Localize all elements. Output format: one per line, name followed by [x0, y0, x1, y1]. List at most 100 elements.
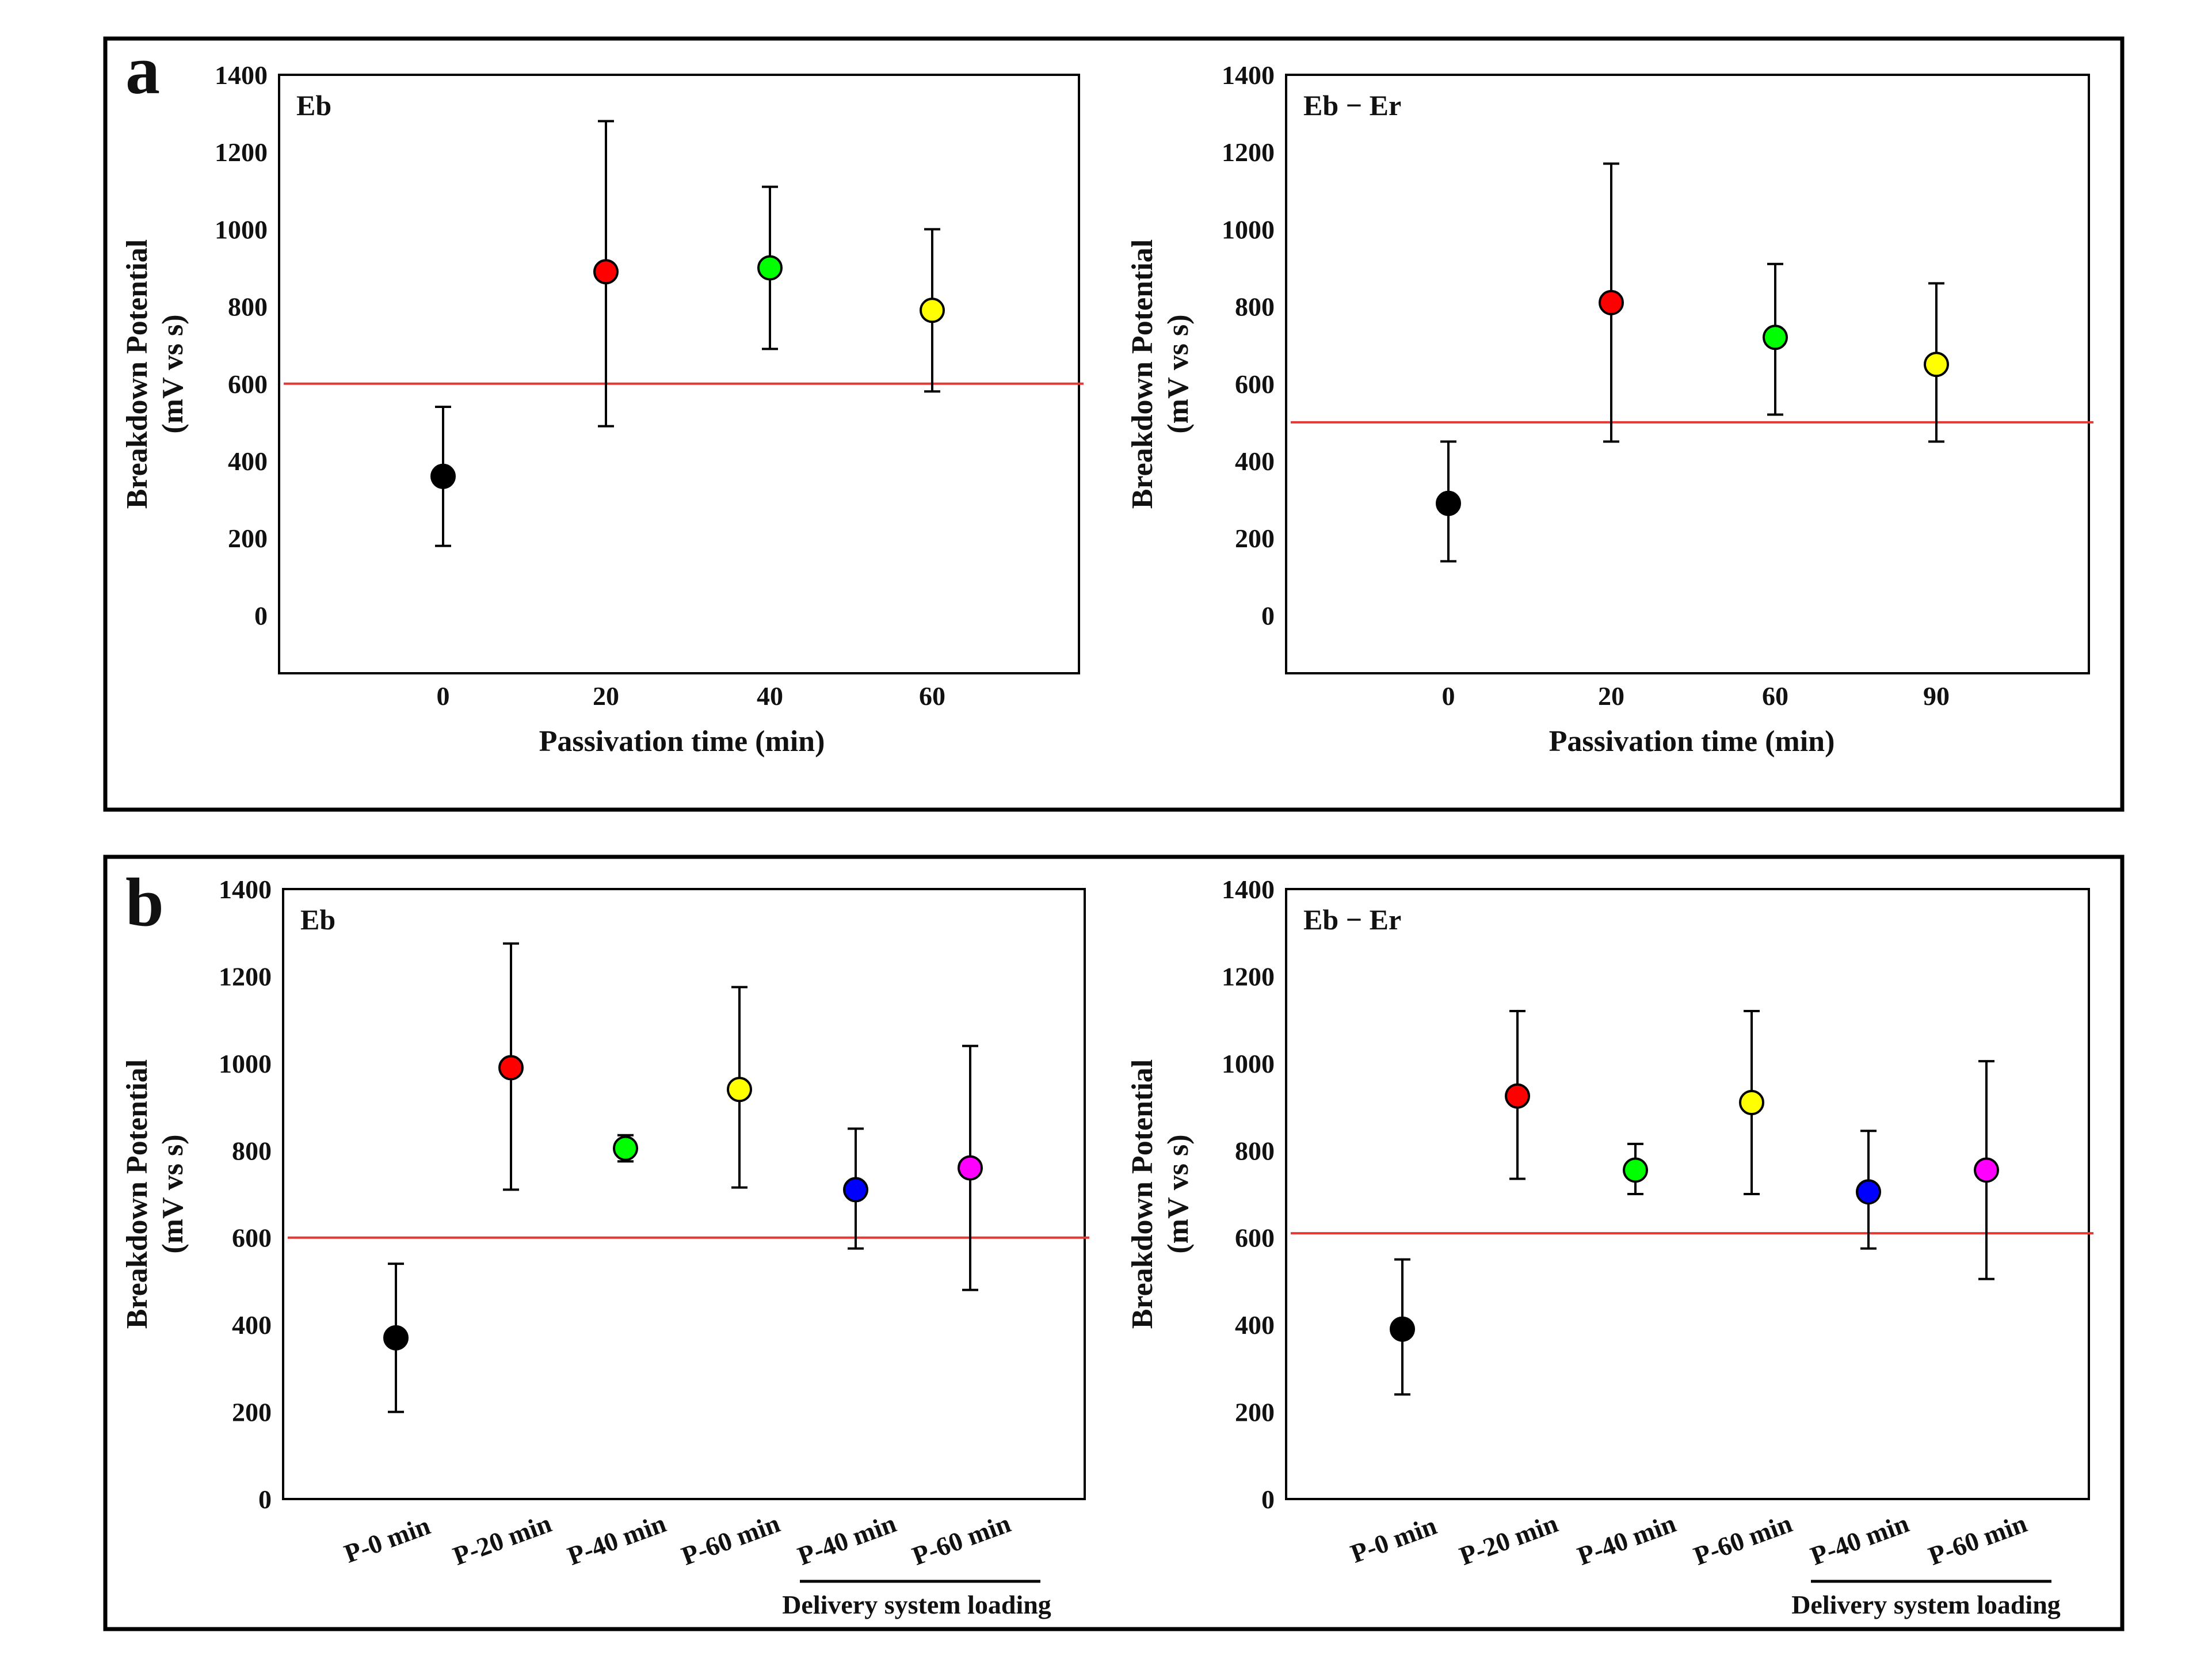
y-tick-label: 400: [232, 1310, 272, 1340]
y-tick-label: 800: [228, 292, 268, 322]
data-point: [593, 259, 619, 285]
y-axis-title: Breakdown Potential: [121, 239, 154, 509]
data-point: [1763, 325, 1788, 350]
x-tick-label: 20: [593, 681, 619, 711]
x-tick-label: P-60 min: [678, 1508, 784, 1571]
y-tick-label: 600: [1235, 1223, 1275, 1253]
x-tick-label: 0: [437, 681, 450, 711]
plot-area: [278, 74, 1080, 674]
y-tick-label: 200: [1235, 1398, 1275, 1427]
y-tick-label: 1000: [1222, 215, 1275, 244]
data-point: [1436, 490, 1461, 516]
x-tick-label: P-40 min: [564, 1508, 670, 1571]
y-tick-label: 1200: [1222, 962, 1275, 991]
y-tick-label: 200: [1235, 524, 1275, 553]
y-tick-label: 600: [1235, 369, 1275, 399]
x-tick-label: P-20 min: [449, 1508, 555, 1571]
x-tick-label: 60: [919, 681, 945, 711]
x-tick-label: P-40 min: [794, 1508, 900, 1571]
y-tick-label: 1400: [219, 875, 272, 904]
y-tick-label: 800: [1235, 1136, 1275, 1165]
data-point: [920, 298, 945, 323]
data-point: [430, 463, 456, 489]
x-axis-title: Passivation time (min): [539, 725, 825, 758]
y-axis-unit: (mV vs s): [157, 314, 189, 433]
y-tick-label: 800: [232, 1136, 272, 1165]
chart-b-eb-er: 0 200 400 600 800 1000 1200 1400 Breakdown Poten…: [1126, 875, 2093, 1619]
chart-b-eb: 0 200 400 600 800 1000 1200 1400 Breakdown Poten…: [121, 875, 1089, 1619]
y-tick-label: 0: [1261, 1485, 1275, 1514]
x-tick-label: P-60 min: [909, 1508, 1015, 1571]
x-tick-label: P-0 min: [1347, 1511, 1440, 1569]
x-tick-label: 0: [1442, 681, 1455, 711]
data-point: [613, 1135, 638, 1161]
y-tick-label: 600: [228, 369, 268, 399]
series-corner-label: Eb − Er: [1303, 89, 1401, 121]
x-axis-title: Passivation time (min): [1549, 725, 1835, 758]
x-tick-label: 90: [1923, 681, 1950, 711]
panel-b-frame: [103, 855, 2125, 1631]
data-point: [1505, 1083, 1530, 1109]
y-tick-label: 1200: [219, 962, 272, 991]
y-tick-label: 1400: [215, 60, 268, 90]
y-tick-label: 400: [1235, 1310, 1275, 1340]
y-tick-label: 1000: [1222, 1049, 1275, 1078]
x-tick-label: 20: [1598, 681, 1624, 711]
x-tick-label: P-40 min: [1574, 1508, 1680, 1571]
data-point: [1739, 1090, 1764, 1115]
plot-area: [1285, 74, 2090, 674]
series-corner-label: Eb: [296, 89, 331, 121]
y-tick-label: 1000: [219, 1049, 272, 1078]
data-point: [1599, 289, 1624, 315]
data-point: [383, 1325, 409, 1351]
y-tick-label: 1200: [215, 138, 268, 167]
panel-a-letter: a: [125, 32, 160, 108]
y-tick-label: 400: [228, 447, 268, 476]
y-axis-unit: (mV vs s): [1162, 1134, 1195, 1253]
data-point: [1924, 352, 1949, 377]
data-point: [958, 1155, 983, 1181]
x-tick-label: 40: [757, 681, 783, 711]
data-point: [1623, 1157, 1648, 1183]
y-tick-label: 0: [258, 1485, 272, 1514]
data-point: [1974, 1157, 1999, 1183]
y-tick-label: 800: [1235, 292, 1275, 322]
y-tick-label: 600: [232, 1223, 272, 1253]
data-point: [727, 1077, 752, 1103]
data-point: [757, 255, 783, 281]
y-axis-title: Breakdown Potential: [121, 1059, 154, 1329]
group-label: Delivery system loading: [782, 1590, 1051, 1619]
y-axis-unit: (mV vs s): [1162, 314, 1195, 433]
x-tick-label: P-20 min: [1456, 1508, 1562, 1571]
panel-b-letter: b: [125, 864, 164, 940]
y-tick-label: 200: [228, 524, 268, 553]
y-tick-label: 1400: [1222, 60, 1275, 90]
data-point: [498, 1055, 524, 1081]
y-axis-unit: (mV vs s): [157, 1134, 189, 1253]
y-tick-label: 1400: [1222, 875, 1275, 904]
y-axis-title: Breakdown Potential: [1126, 239, 1159, 509]
x-tick-label: P-0 min: [340, 1511, 434, 1569]
data-point: [1390, 1316, 1415, 1342]
plot-area: [282, 888, 1086, 1500]
x-tick-label: P-40 min: [1807, 1508, 1913, 1571]
plot-area: [1285, 888, 2090, 1500]
panel-a-frame: [103, 36, 2125, 812]
series-corner-label: Eb − Er: [1303, 903, 1401, 936]
x-tick-label: P-60 min: [1690, 1508, 1796, 1571]
group-label: Delivery system loading: [1791, 1590, 2061, 1619]
y-tick-label: 0: [254, 601, 268, 630]
y-tick-label: 1000: [215, 215, 268, 244]
y-tick-label: 400: [1235, 447, 1275, 476]
y-tick-label: 0: [1261, 601, 1275, 630]
y-tick-label: 1200: [1222, 138, 1275, 167]
y-tick-label: 200: [232, 1398, 272, 1427]
data-point: [843, 1177, 868, 1203]
x-tick-label: 60: [1762, 681, 1788, 711]
x-tick-label: P-60 min: [1925, 1508, 2031, 1571]
y-axis-title: Breakdown Potential: [1126, 1059, 1159, 1329]
series-corner-label: Eb: [300, 903, 335, 936]
